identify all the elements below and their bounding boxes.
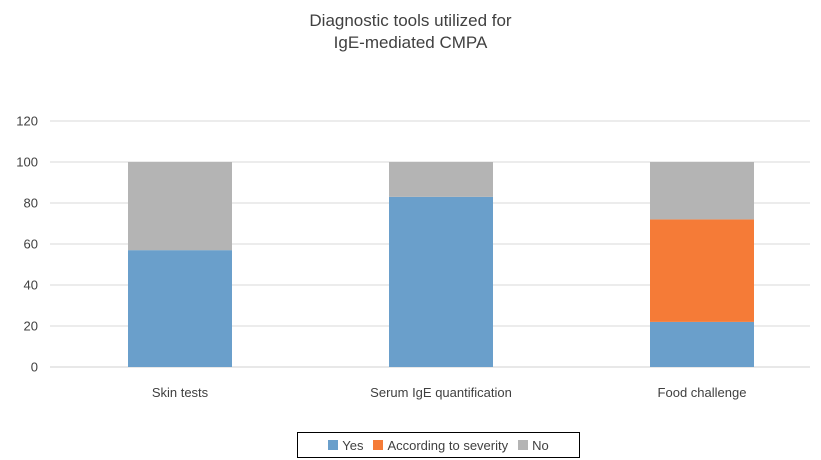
legend-swatch — [518, 440, 529, 450]
y-tick-label: 20 — [24, 319, 38, 334]
bar-segment — [389, 162, 493, 197]
bar-segment — [128, 162, 232, 251]
bar-segment — [650, 321, 754, 367]
chart-title-line-1: Diagnostic tools utilized for — [309, 11, 512, 30]
bar-segment — [650, 219, 754, 322]
bar-segment — [389, 196, 493, 367]
x-tick-label: Serum IgE quantification — [370, 385, 512, 400]
x-tick-label: Food challenge — [658, 385, 747, 400]
legend-swatch — [373, 440, 384, 450]
legend-label: According to severity — [387, 437, 509, 453]
bar-segment — [128, 250, 232, 367]
y-tick-label: 120 — [16, 114, 38, 129]
chart-title: Diagnostic tools utilized for IgE-mediat… — [0, 10, 821, 54]
y-tick-label: 80 — [24, 196, 38, 211]
y-tick-label: 60 — [24, 237, 38, 252]
y-tick-label: 0 — [31, 360, 38, 375]
y-tick-label: 40 — [24, 278, 38, 293]
y-tick-label: 100 — [16, 155, 38, 170]
legend-swatch — [328, 440, 339, 450]
plot-area: 0 20 40 60 80 100 120 Skin tests Serum IgE quan… — [16, 114, 810, 400]
legend-label: No — [532, 437, 549, 453]
bar-segment — [650, 162, 754, 220]
legend-label: Yes — [342, 437, 364, 453]
chart-title-line-2: IgE-mediated CMPA — [333, 33, 488, 52]
legend-item: No — [518, 438, 549, 453]
x-tick-label: Skin tests — [152, 385, 209, 400]
legend-item: Yes — [328, 438, 363, 453]
legend: Yes According to severity No — [297, 432, 580, 458]
legend-item: According to severity — [373, 438, 508, 453]
